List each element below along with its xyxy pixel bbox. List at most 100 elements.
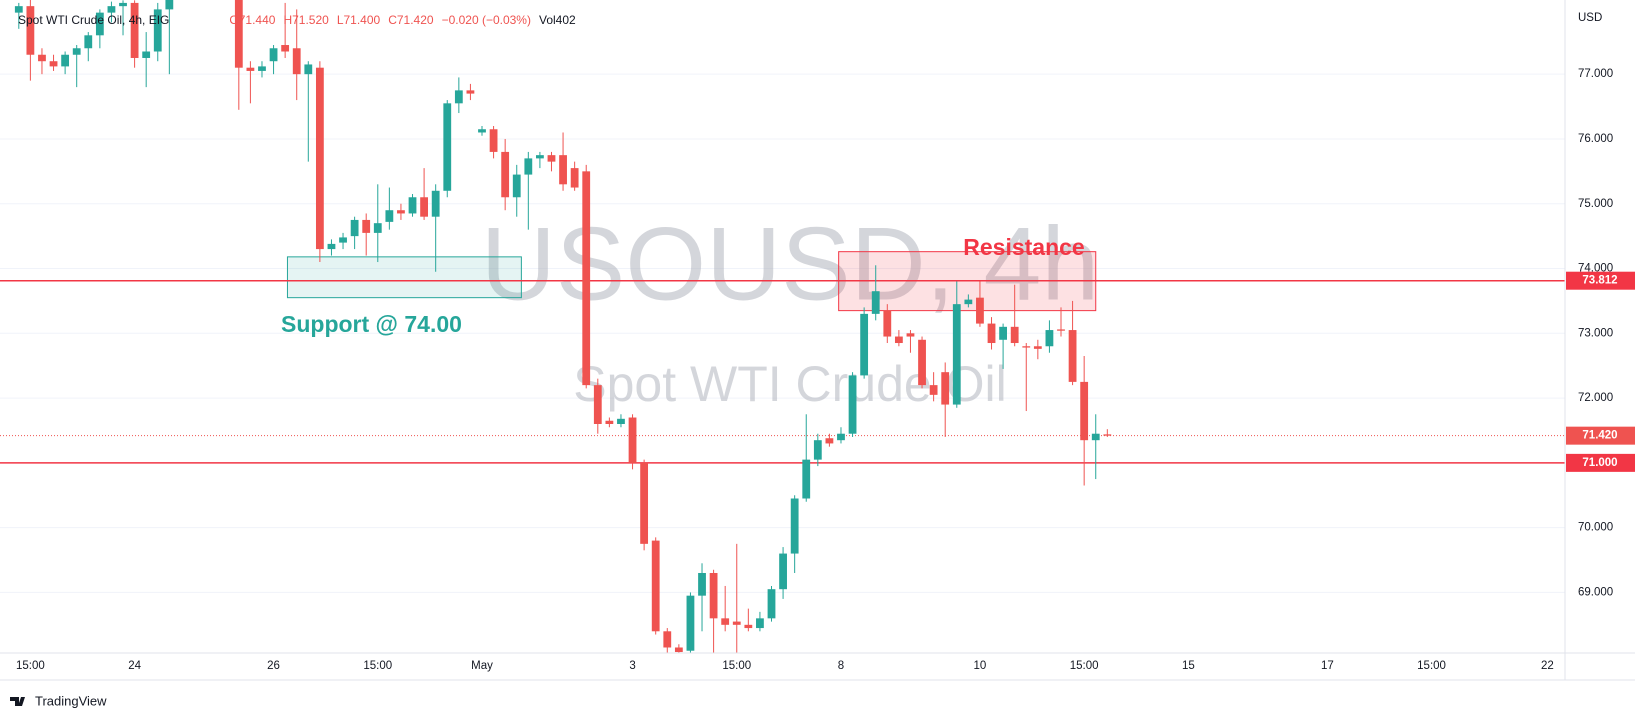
watermark-name: Spot WTI Crude Oil	[573, 356, 1006, 412]
candle-body	[628, 417, 637, 463]
candle-body	[976, 297, 984, 324]
candle-body	[362, 219, 371, 233]
candle-body	[756, 618, 764, 629]
candle-body	[570, 168, 579, 188]
branding: TradingView	[10, 693, 107, 708]
candle-body	[952, 304, 961, 405]
candle-body	[860, 313, 869, 376]
support-annotation: Support @ 74.00	[281, 311, 462, 337]
candle-body	[813, 440, 822, 460]
y-tick-label: 72.000	[1578, 392, 1613, 404]
candle-body	[339, 237, 347, 243]
candle-body	[397, 210, 405, 214]
x-tick-label: 3	[629, 660, 635, 672]
x-tick-label: 15:00	[722, 660, 751, 672]
candle-body	[894, 336, 903, 344]
candle-body	[767, 589, 776, 619]
y-tick-label: 75.000	[1578, 198, 1613, 210]
candle-body	[721, 618, 730, 625]
candle-body	[466, 90, 475, 94]
candle-body	[72, 48, 81, 55]
resistance-annotation: Resistance	[963, 234, 1084, 260]
candle-body	[744, 624, 753, 629]
candle-body	[593, 385, 602, 424]
candle-body	[14, 6, 23, 13]
currency-label: USD	[1578, 12, 1602, 24]
candle-body	[107, 6, 116, 13]
candle-body	[431, 190, 440, 217]
candle-body	[871, 291, 880, 314]
candle-body	[1091, 433, 1100, 441]
candle-body	[698, 572, 706, 596]
candle-body	[327, 243, 336, 250]
price-label: 71.000	[1582, 457, 1617, 469]
candle-body	[825, 438, 834, 444]
x-tick-label: 15	[1182, 660, 1195, 672]
candle-body	[478, 129, 486, 133]
candle-body	[605, 420, 614, 424]
brand-name: TradingView	[35, 693, 107, 708]
x-tick-label: 22	[1541, 660, 1554, 672]
candle-body	[663, 631, 672, 648]
candle-body	[153, 9, 162, 52]
candle-body	[964, 299, 973, 305]
x-tick-label: 24	[128, 660, 141, 672]
candle-body	[883, 310, 892, 337]
candle-body	[315, 67, 324, 250]
candle-body	[95, 12, 104, 36]
candle-body	[420, 197, 428, 217]
candle-body	[119, 2, 127, 7]
y-tick-label: 77.000	[1578, 68, 1613, 80]
price-label-bg	[1566, 453, 1635, 472]
candle-body	[987, 323, 996, 344]
candle-body	[385, 210, 394, 222]
last-price-label: 71.420	[1582, 430, 1617, 442]
candle-body	[1057, 329, 1065, 331]
x-tick-label: 8	[838, 660, 844, 672]
candle-body	[292, 48, 301, 75]
candle-body	[304, 64, 313, 75]
candle-body	[142, 51, 151, 58]
candle-body	[617, 418, 625, 424]
candle-body	[26, 6, 35, 55]
candle-body	[454, 90, 463, 104]
price-label: 73.812	[1582, 275, 1617, 287]
candle-body	[49, 61, 58, 67]
x-tick-label: 17	[1321, 660, 1334, 672]
legend-value: L71.400	[337, 13, 381, 27]
candle-body	[234, 0, 243, 68]
legend-value: −0.020 (−0.03%)	[442, 13, 531, 27]
candle-body	[1045, 330, 1054, 347]
candle-body	[536, 155, 544, 159]
x-tick-label: May	[471, 660, 493, 672]
candle-body	[1022, 346, 1031, 348]
x-tick-label: 15:00	[1070, 660, 1099, 672]
candle-body	[501, 151, 510, 198]
candle-body	[84, 35, 93, 49]
y-tick-label: 69.000	[1578, 586, 1613, 598]
candle-body	[246, 67, 255, 71]
candle-body	[1068, 330, 1077, 382]
candle-body	[165, 0, 174, 10]
legend-title: Spot WTI Crude Oil, 4h, EIG	[18, 13, 169, 27]
candle-body	[443, 103, 452, 191]
candle-body	[258, 66, 266, 71]
candle-body	[61, 54, 70, 67]
y-tick-label: 74.000	[1578, 263, 1613, 275]
candle-body	[929, 385, 938, 395]
plot	[0, 0, 1565, 653]
candle-body	[269, 48, 278, 62]
x-tick-label: 15:00	[1417, 660, 1446, 672]
last-price-bg	[1566, 426, 1635, 445]
candle-body	[512, 174, 521, 198]
zone-box	[286, 256, 522, 299]
candle-body	[38, 54, 46, 62]
candle-body	[130, 2, 139, 58]
candle-body	[918, 339, 926, 386]
y-tick-label: 70.000	[1578, 522, 1613, 534]
candle-body	[999, 326, 1007, 340]
candle-body	[559, 155, 567, 185]
candle-body	[1080, 381, 1089, 441]
candle-body	[281, 45, 290, 52]
